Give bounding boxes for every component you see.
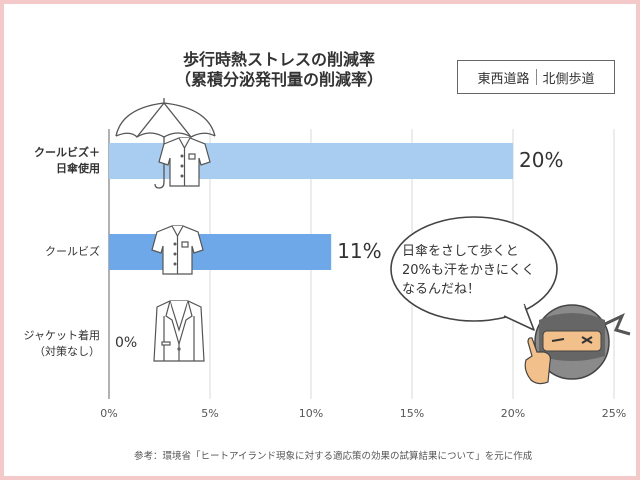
location-tag: 東西道路 北側歩道 [457,60,615,94]
x-tick-label: 15% [399,407,425,420]
category-label: クールビズ＋ 日傘使用 [34,146,100,175]
x-tick-label: 5% [201,407,219,420]
bar-value-label: 11% [337,239,382,263]
category-label: ジャケット着用 （対策なし） [23,329,100,358]
bar [109,234,332,270]
bar-value-label: 20% [519,148,564,172]
speech-line-3: なるんだね！ [402,282,481,297]
suit-jacket-icon [153,300,205,362]
source-note: 参考：環境省「ヒートアイランド現象に対する適応策の効果の試算結果について」を元に… [134,451,533,462]
bar-value-label: 0% [115,335,138,351]
speech-bubble-text: 日傘をさして歩くと 20%も汗をかきにくく なるんだね！ [402,242,552,299]
speech-line-2: 20%も汗をかきにくく [402,263,535,278]
chart-title-line-1: 歩行時熱ストレスの削減率 [182,50,375,69]
speech-bubble [390,216,558,331]
x-tick-label: 20% [500,407,526,420]
speech-line-1: 日傘をさして歩くと [402,244,519,259]
chart-title: 歩行時熱ストレスの削減率 （累積分泌発刊量の削減率） [154,50,404,90]
bar-chart [108,98,631,399]
location-sidewalk: 北側歩道 [542,71,595,87]
category-label: クールビズ [45,245,100,258]
x-tick-label: 10% [298,407,324,420]
location-divider [535,69,537,85]
chart-title-line-2: （累積分泌発刊量の削減率） [174,70,383,89]
x-tick-label: 0% [100,407,118,420]
ninja-character-icon [524,304,631,385]
short-sleeve-shirt-icon [151,225,204,275]
short-sleeve-shirt-icon [158,137,211,187]
x-tick-label: 25% [601,407,627,420]
location-road: 東西道路 [477,71,530,87]
